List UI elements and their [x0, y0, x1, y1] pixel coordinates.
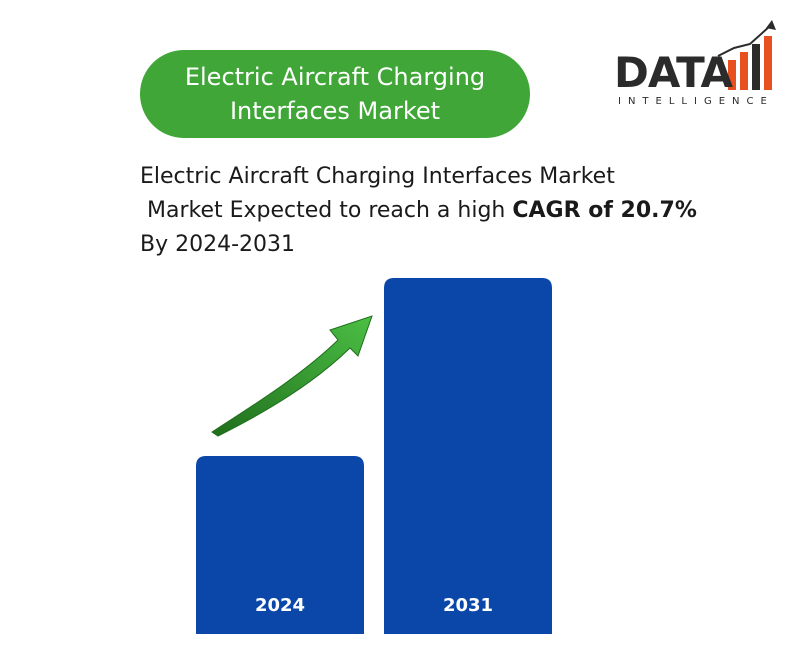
- logo-wordmark: DATA: [614, 48, 733, 97]
- headline-line-3: By 2024-2031: [140, 232, 296, 257]
- logo-bars-icon: [717, 20, 776, 90]
- logo-tagline: INTELLIGENCE: [618, 96, 774, 107]
- bar-label-2024: 2024: [255, 595, 305, 616]
- cagr-highlight: CAGR of 20.7%: [512, 198, 697, 223]
- headline-line-1: Electric Aircraft Charging Interfaces Ma…: [140, 164, 615, 189]
- bar-2031: [384, 278, 552, 634]
- headline-line-2: Market Expected to reach a high CAGR of …: [140, 194, 780, 228]
- headline-line-2-text: Market Expected to reach a high: [140, 198, 513, 223]
- banner-line-2: Interfaces Market: [229, 97, 441, 125]
- title-banner: Electric Aircraft Charging Interfaces Ma…: [140, 50, 530, 138]
- banner-line-1: Electric Aircraft Charging: [184, 63, 486, 91]
- headline: Electric Aircraft Charging Interfaces Ma…: [140, 160, 780, 262]
- trend-arrow-icon: [211, 315, 373, 437]
- bar-2024: [196, 456, 364, 634]
- bar-label-2031: 2031: [443, 595, 493, 616]
- data-intelligence-logo: DATA INTELLIGENCE: [614, 18, 784, 110]
